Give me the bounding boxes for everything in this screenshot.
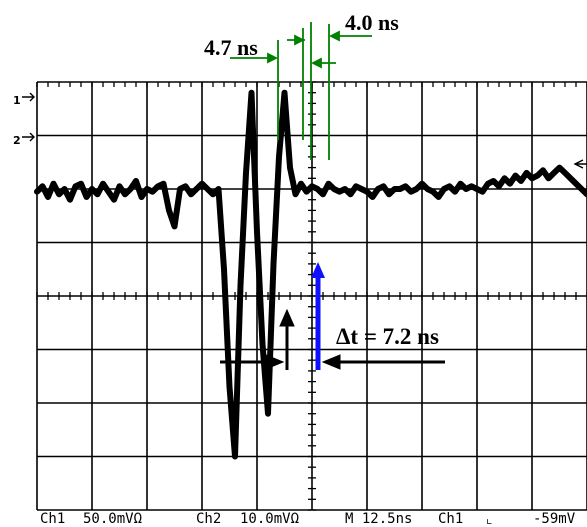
ch1-label: Ch1 [40,511,65,527]
waveform-trace [34,89,587,460]
right-width-label: 4.0 ns [345,10,399,35]
status-bar: Ch1 50.0mVΩ Ch2 10.0mVΩ M 12.5ns Ch1 ⌞ -… [40,511,576,527]
channel-1-label: 1 [13,94,21,107]
channel-2-marker: 2 [13,132,35,147]
timebase: M 12.5ns [345,511,412,527]
width-markers [230,22,372,160]
ch2-label: Ch2 [196,511,221,527]
delta-label: Δt = 7.2 ns [336,324,439,349]
ch2-scale: 10.0mVΩ [240,511,299,527]
delta-marker [311,262,325,370]
left-width-label: 4.7 ns [204,35,258,60]
channel-2-label: 2 [13,134,21,147]
trigger-slope-icon: ⌞ [485,511,493,527]
trigger-source: Ch1 [438,511,463,527]
trigger-level-icon [573,159,587,169]
ch1-scale: 50.0mVΩ [83,511,142,527]
peak-marker-arrows [220,308,445,370]
channel-1-marker: 1 [13,92,35,107]
trigger-level: -59mV [533,511,576,527]
